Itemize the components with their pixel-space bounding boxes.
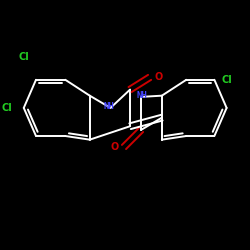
Text: Cl: Cl	[18, 52, 29, 62]
Text: Cl: Cl	[1, 103, 12, 113]
Text: O: O	[154, 72, 163, 82]
Text: NH: NH	[137, 91, 148, 100]
Text: NH: NH	[104, 102, 115, 111]
Text: Cl: Cl	[221, 75, 232, 85]
Text: O: O	[111, 142, 119, 152]
